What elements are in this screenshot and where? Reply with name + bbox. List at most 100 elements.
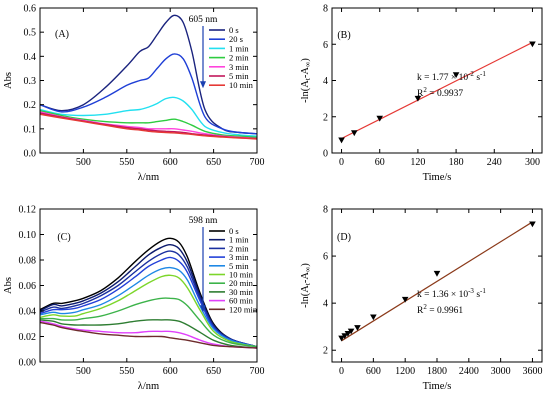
series-line <box>40 96 257 137</box>
r-squared-text: R2 = 0.9961 <box>417 303 463 316</box>
legend-label: 20 s <box>229 34 243 44</box>
data-point <box>376 115 384 122</box>
decay-arrow-head <box>200 305 206 313</box>
data-point <box>452 72 460 79</box>
y-tick-label: 0.1 <box>24 124 37 135</box>
x-tick-label: 0 <box>339 157 344 168</box>
legend-label: 120 min <box>229 304 258 314</box>
r-squared-text: R2 = 0.9937 <box>417 86 463 99</box>
x-axis-label: λ/nm <box>138 172 159 183</box>
legend-label: 3 min <box>229 62 249 72</box>
series-line <box>40 256 257 348</box>
data-point <box>338 335 345 342</box>
y-axis-label: Abs <box>3 72 14 89</box>
y-tick-label: 6 <box>323 252 328 263</box>
y-tick-label: 8 <box>323 205 328 216</box>
series-group <box>40 237 257 349</box>
chart-panel: k = 1.36 × 10-3 s-1 R2 = 0.9961 0 600 1200 18… <box>300 205 543 392</box>
data-point <box>344 330 352 337</box>
data-point <box>414 95 422 102</box>
series-line <box>40 14 257 135</box>
series-line <box>40 237 257 348</box>
x-tick-label: 0 <box>339 366 344 377</box>
x-tick-label: 240 <box>487 157 502 168</box>
y-tick-label: 0.06 <box>19 281 37 292</box>
peak-annotation: 598 nm <box>189 216 218 226</box>
x-tick-label: 60 <box>375 157 385 168</box>
y-tick-label: 2 <box>323 346 328 357</box>
rate-constant-text: k = 1.77 × 10-2 s-1 <box>417 70 486 83</box>
y-tick-label: 6 <box>323 40 328 51</box>
legend-label: 3 min <box>229 252 249 262</box>
data-point <box>347 328 355 335</box>
data-point <box>341 333 349 340</box>
y-tick-label: 0.12 <box>19 205 37 216</box>
x-tick-label: 600 <box>163 366 178 377</box>
x-tick-label: 1200 <box>395 366 415 377</box>
data-point <box>354 325 361 331</box>
x-tick-label: 700 <box>250 366 265 377</box>
y-tick-label: 0 <box>323 149 328 160</box>
data-point <box>350 130 358 137</box>
legend-label: 5 min <box>229 71 249 81</box>
series-line <box>40 53 257 135</box>
legend-label: 10 min <box>229 270 254 280</box>
y-tick-label: 0.00 <box>19 358 37 369</box>
y-axis-label: Abs <box>3 277 14 294</box>
series-line <box>40 319 257 349</box>
legend-label: 0 s <box>229 226 239 236</box>
x-tick-label: 600 <box>163 157 178 168</box>
rate-constant-text: k = 1.36 × 10-3 s-1 <box>417 287 486 300</box>
decay-arrow-head <box>200 81 206 89</box>
y-tick-label: 4 <box>323 299 328 310</box>
y-tick-label: 0.5 <box>24 28 37 39</box>
x-tick-label: 300 <box>525 157 540 168</box>
y-axis-label: -ln(At-A∞) <box>300 58 312 103</box>
data-point <box>529 41 536 48</box>
series-line <box>40 320 257 349</box>
y-axis-label: -ln(At-A∞) <box>300 263 312 308</box>
x-tick-label: 180 <box>449 157 464 168</box>
x-tick-label: 3600 <box>522 366 542 377</box>
data-point <box>338 137 345 144</box>
panel-label: (C) <box>57 232 70 243</box>
legend-label: 1 min <box>229 235 249 245</box>
panel-label: (B) <box>337 30 350 41</box>
x-tick-label: 650 <box>206 366 221 377</box>
legend-label: 1 min <box>229 43 249 53</box>
y-tick-label: 0.0 <box>24 149 37 160</box>
y-tick-label: 0.10 <box>19 230 37 241</box>
legend-label: 30 min <box>229 287 254 297</box>
series-line <box>40 297 257 348</box>
legend-label: 5 min <box>229 261 249 271</box>
y-tick-label: 0.08 <box>19 256 37 267</box>
y-tick-label: 8 <box>323 4 328 15</box>
legend-label: 2 min <box>229 53 249 63</box>
y-tick-label: 0.04 <box>19 307 37 318</box>
x-tick-label: 500 <box>76 157 91 168</box>
legend-label: 20 min <box>229 278 254 288</box>
data-point <box>401 296 409 303</box>
legend-label: 10 min <box>229 80 254 90</box>
peak-annotation: 605 nm <box>189 15 218 25</box>
y-tick-label: 0.4 <box>24 52 37 63</box>
y-tick-label: 0.6 <box>24 4 37 15</box>
fit-line <box>341 41 533 140</box>
x-tick-label: 500 <box>76 366 91 377</box>
data-point <box>529 221 536 228</box>
plot-frame <box>331 208 543 363</box>
x-tick-label: 550 <box>119 366 134 377</box>
y-tick-label: 0.2 <box>24 100 37 111</box>
legend-label: 0 s <box>229 25 239 35</box>
x-tick-label: 700 <box>250 157 265 168</box>
y-tick-label: 0.3 <box>24 76 37 87</box>
x-tick-label: 2400 <box>459 366 479 377</box>
x-tick-label: 3000 <box>491 366 511 377</box>
y-tick-label: 4 <box>323 76 328 87</box>
x-axis-label: Time/s <box>423 172 452 183</box>
x-tick-label: 600 <box>366 366 381 377</box>
